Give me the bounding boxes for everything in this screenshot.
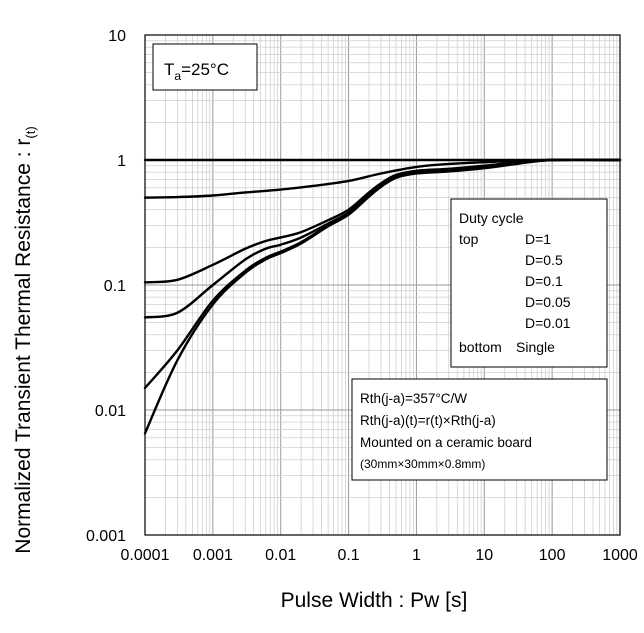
y-tick-label: 10 xyxy=(108,28,126,45)
ambient-temperature-value: =25°C xyxy=(181,60,229,79)
y-tick-label: 0.01 xyxy=(95,403,126,420)
y-tick-labels: 0.001 0.01 0.1 1 10 xyxy=(86,28,126,545)
x-tick-label: 1000 xyxy=(602,547,638,564)
legend-entry-d001: D=0.01 xyxy=(525,315,571,331)
y-tick-label: 0.001 xyxy=(86,528,126,545)
x-tick-label: 0.001 xyxy=(193,547,233,564)
annotation-line-3: Mounted on a ceramic board xyxy=(360,435,532,450)
annotation-line-1: Rth(j-a)=357°C/W xyxy=(360,391,467,406)
x-tick-labels: 0.0001 0.001 0.01 0.1 1 10 100 1000 xyxy=(121,547,638,564)
annotation-line-2: Rth(j-a)(t)=r(t)×Rth(j-a) xyxy=(360,413,496,428)
ambient-temperature-box: Ta=25°C xyxy=(152,43,258,91)
legend-entry-d005: D=0.05 xyxy=(525,294,571,310)
x-axis-title: Pulse Width : Pw [s] xyxy=(281,589,468,612)
x-tick-label: 1 xyxy=(412,547,421,564)
x-tick-label: 0.0001 xyxy=(121,547,170,564)
ambient-temperature-label: Ta=25°C xyxy=(164,60,229,83)
rth-annotation-box: Rth(j-a)=357°C/W Rth(j-a)(t)=r(t)×Rth(j-… xyxy=(351,378,608,481)
legend-top-label: top xyxy=(459,231,479,247)
x-tick-label: 10 xyxy=(475,547,493,564)
legend-entry-d01: D=0.1 xyxy=(525,273,563,289)
series-line-d-0-5 xyxy=(143,158,622,199)
legend-entry-d1: D=1 xyxy=(525,231,551,247)
series-lines xyxy=(143,158,622,435)
annotation-line-4: (30mm×30mm×0.8mm) xyxy=(360,457,485,471)
x-tick-label: 0.01 xyxy=(265,547,296,564)
y-tick-label: 1 xyxy=(117,153,126,170)
y-axis-title-main: Normalized Transient Thermal Resistance … xyxy=(12,139,35,554)
plot-frame xyxy=(144,34,621,536)
legend-entry-d05: D=0.5 xyxy=(525,252,563,268)
legend-entry-single: Single xyxy=(516,339,555,355)
series-line-single xyxy=(143,158,622,435)
legend-title: Duty cycle xyxy=(459,210,524,226)
ambient-temperature-sub: a xyxy=(174,69,181,83)
y-tick-label: 0.1 xyxy=(104,278,126,295)
ambient-temperature-main: T xyxy=(164,60,174,79)
legend-bottom-label: bottom xyxy=(459,339,502,355)
x-tick-label: 100 xyxy=(539,547,566,564)
duty-cycle-legend: Duty cycle top D=1 D=0.5 D=0.1 D=0.05 D=… xyxy=(450,198,608,368)
x-tick-label: 0.1 xyxy=(337,547,359,564)
y-axis-title-sub: (t) xyxy=(23,126,38,138)
y-axis-title: Normalized Transient Thermal Resistance … xyxy=(12,126,38,553)
